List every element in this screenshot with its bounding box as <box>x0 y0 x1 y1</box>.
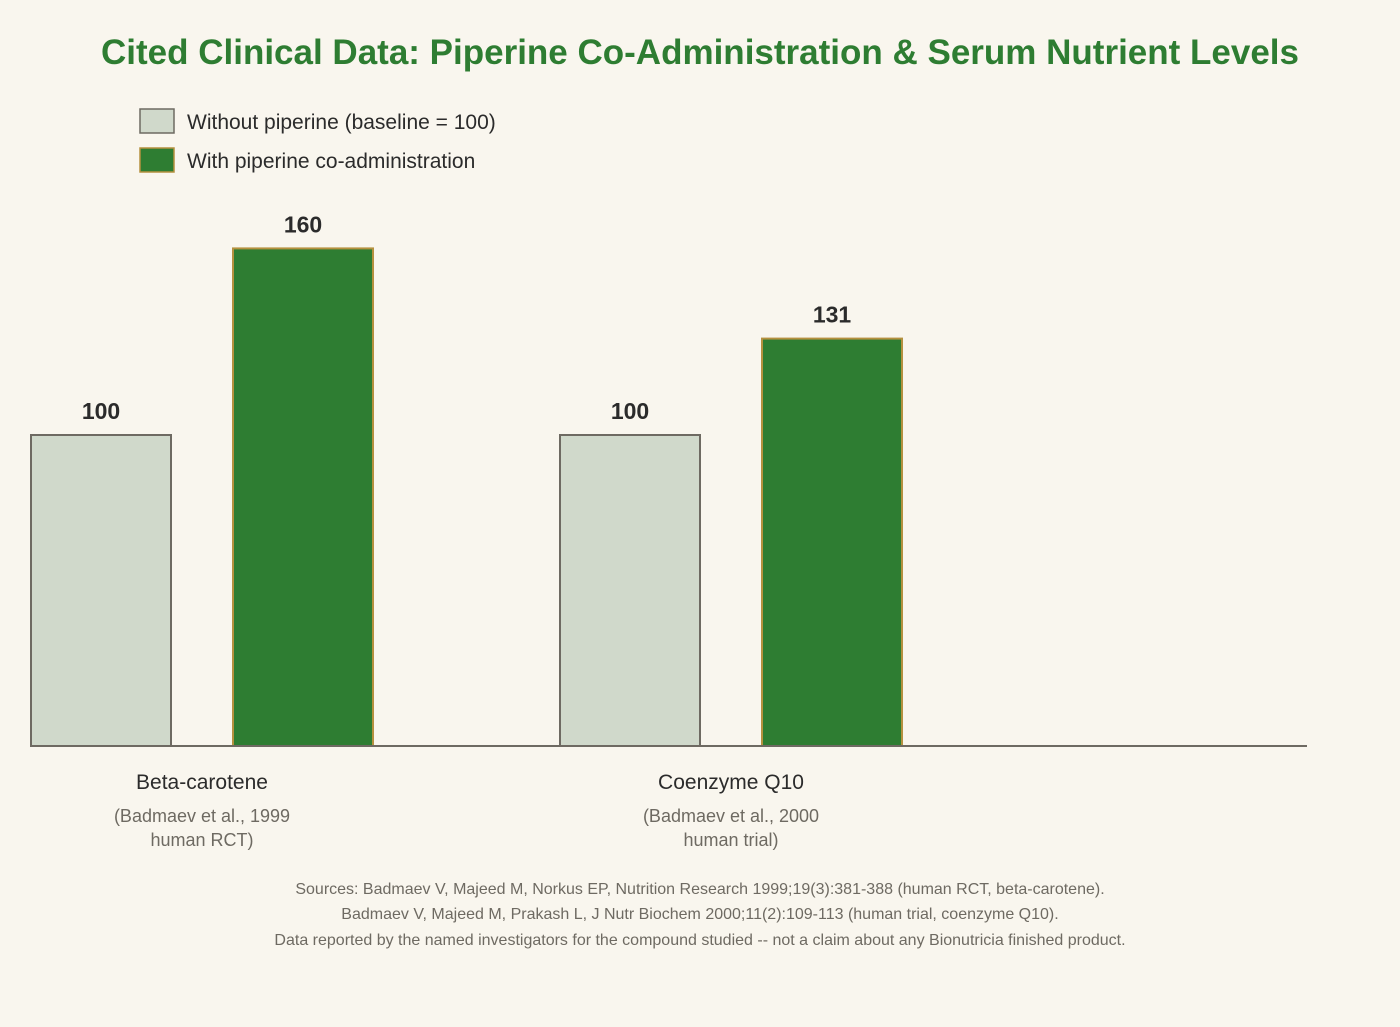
legend-label-baseline: Without piperine (baseline = 100) <box>187 111 496 134</box>
chart-title: Cited Clinical Data: Piperine Co-Adminis… <box>101 33 1299 72</box>
source-line: Badmaev V, Majeed M, Prakash L, J Nutr B… <box>341 906 1058 923</box>
bars <box>30 247 903 747</box>
legend-swatch-baseline <box>139 108 175 134</box>
bar-value-label: 131 <box>813 302 852 328</box>
sources-footnote: Sources: Badmaev V, Majeed M, Norkus EP,… <box>274 881 1125 949</box>
category-labels: Beta-carotene (Badmaev et al., 1999 huma… <box>114 771 819 850</box>
legend: Without piperine (baseline = 100) With p… <box>139 108 496 173</box>
bar-piperine <box>232 247 374 747</box>
value-labels: 100 160 100 131 <box>82 211 852 424</box>
bar-baseline <box>30 434 172 747</box>
legend-label-piperine: With piperine co-administration <box>187 150 475 173</box>
source-line: Data reported by the named investigators… <box>274 932 1125 949</box>
bar-piperine <box>761 337 903 747</box>
category-citation-line: human RCT) <box>150 830 253 850</box>
bar-value-label: 100 <box>82 398 120 424</box>
category-citation-line: (Badmaev et al., 2000 <box>643 806 819 826</box>
category-label: Coenzyme Q10 <box>658 771 804 794</box>
legend-swatch-piperine <box>139 147 175 173</box>
bar-baseline <box>559 434 701 747</box>
category-citation-line: human trial) <box>683 830 778 850</box>
bar-value-label: 160 <box>284 211 322 237</box>
source-line: Sources: Badmaev V, Majeed M, Norkus EP,… <box>295 881 1104 898</box>
category-citation-line: (Badmaev et al., 1999 <box>114 806 290 826</box>
bar-value-label: 100 <box>611 398 649 424</box>
category-label: Beta-carotene <box>136 771 268 794</box>
